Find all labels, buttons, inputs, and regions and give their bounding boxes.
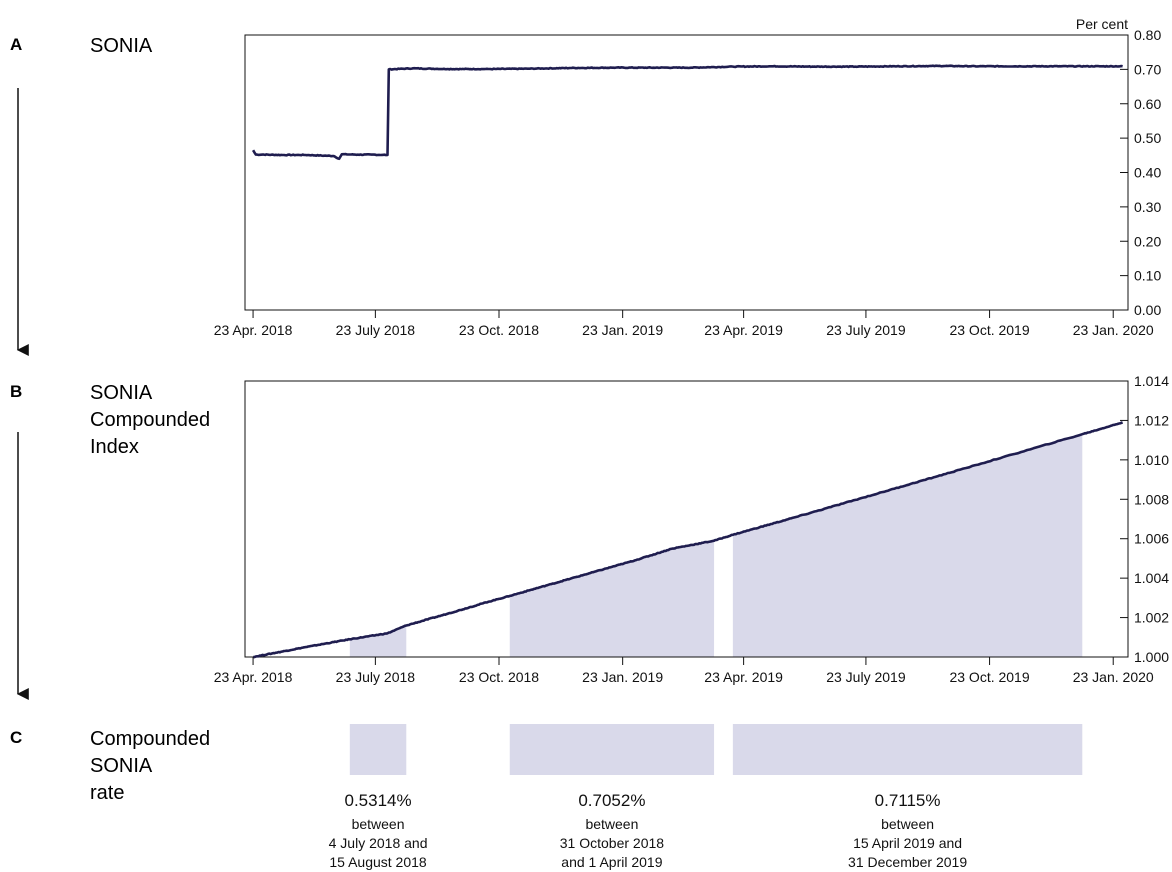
unit-label: Per cent <box>1076 16 1128 32</box>
y-tick-label: 1.008 <box>1134 491 1169 507</box>
x-tick-label: 23 Apr. 2018 <box>214 322 293 338</box>
x-tick-label: 23 Oct. 2018 <box>459 669 539 685</box>
series-line-1 <box>253 421 1124 659</box>
rate-period-bar <box>732 724 1083 775</box>
panel-c-title-line: SONIA <box>90 755 153 777</box>
x-tick-label: 23 July 2019 <box>826 322 906 338</box>
x-tick-label: 23 Oct. 2019 <box>949 322 1029 338</box>
shaded-range-2 <box>509 540 715 657</box>
y-tick-label: 0.80 <box>1134 27 1161 43</box>
y-tick-label: 1.010 <box>1134 452 1169 468</box>
y-tick-label: 1.002 <box>1134 610 1169 626</box>
y-tick-label: 1.012 <box>1134 412 1169 428</box>
y-tick-label: 1.000 <box>1134 649 1169 665</box>
rate-period-text: 4 July 2018 and <box>329 835 428 851</box>
y-tick-label: 0.60 <box>1134 96 1161 112</box>
y-tick-label: 0.20 <box>1134 233 1161 249</box>
rate-value: 0.7115% <box>875 791 941 810</box>
x-tick-label: 23 July 2019 <box>826 669 906 685</box>
shaded-range-3 <box>732 434 1083 657</box>
plot-frame <box>244 380 1129 658</box>
panel-b-title-line: SONIA <box>90 382 153 404</box>
series-line-1 <box>251 64 1123 161</box>
x-tick-label: 23 Apr. 2019 <box>704 322 783 338</box>
x-tick-label: 23 Jan. 2020 <box>1073 669 1154 685</box>
y-tick-label: 1.014 <box>1134 373 1169 389</box>
panel-b-letter: B <box>10 382 22 401</box>
rate-period-text: 15 August 2018 <box>329 854 427 870</box>
shaded-range-1 <box>349 625 407 657</box>
rate-period-text: 31 October 2018 <box>560 835 665 851</box>
panel-b-title-line: Compounded <box>90 409 210 431</box>
y-tick-label: 0.70 <box>1134 61 1161 77</box>
compounded-index-chart: 23 Apr. 2018 23 July 2018 23 Oct. 2018 23 J… <box>214 373 1170 685</box>
y-tick-label: 1.006 <box>1134 531 1169 547</box>
x-tick-label: 23 Jan. 2019 <box>582 322 663 338</box>
compounded-rates: 0.5314% between 4 July 2018 and 15 August 2… <box>329 724 1083 870</box>
rate-period-text: 15 April 2019 and <box>853 835 962 851</box>
x-tick-label: 23 July 2018 <box>336 669 416 685</box>
y-tick-label: 0.30 <box>1134 199 1161 215</box>
x-tick-label: 23 Jan. 2019 <box>582 669 663 685</box>
rate-period-bar <box>349 724 407 775</box>
y-tick-label: 1.004 <box>1134 570 1169 586</box>
y-tick-label: 0.00 <box>1134 302 1161 318</box>
rate-period-text: between <box>585 816 638 832</box>
rate-period-text: between <box>881 816 934 832</box>
x-tick-label: 23 Oct. 2019 <box>949 669 1029 685</box>
panel-a-title-line: SONIA <box>90 35 153 57</box>
y-tick-label: 0.10 <box>1134 268 1161 284</box>
panel-c-title-line: Compounded <box>90 728 210 750</box>
rate-value: 0.7052% <box>578 791 645 810</box>
rate-period-text: 31 December 2019 <box>848 854 967 870</box>
panel-c-title-line: rate <box>90 782 124 804</box>
plot-frame <box>244 34 1129 311</box>
panel-b-title-line: Index <box>90 436 139 458</box>
x-tick-label: 23 July 2018 <box>336 322 416 338</box>
y-tick-label: 0.50 <box>1134 130 1161 146</box>
rate-period-text: between <box>352 816 405 832</box>
x-tick-label: 23 Apr. 2019 <box>704 669 783 685</box>
rate-value: 0.5314% <box>344 791 411 810</box>
sonia-chart: Per cent 23 Apr. 2018 23 July 2018 23 Oct.… <box>214 16 1162 338</box>
rate-period-text: and 1 April 2019 <box>561 854 662 870</box>
y-tick-label: 0.40 <box>1134 165 1161 181</box>
x-tick-label: 23 Oct. 2018 <box>459 322 539 338</box>
panel-a-letter: A <box>10 35 22 54</box>
panel-c-letter: C <box>10 728 22 747</box>
rate-period-bar <box>509 724 715 775</box>
x-tick-label: 23 Apr. 2018 <box>214 669 293 685</box>
x-tick-label: 23 Jan. 2020 <box>1073 322 1154 338</box>
